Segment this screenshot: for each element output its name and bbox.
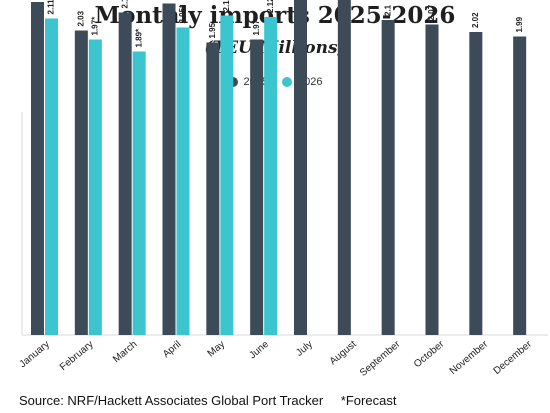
data-label-2025-march: 2.15 <box>120 0 129 9</box>
x-tick-label-march: March <box>111 339 139 365</box>
x-tick-label-december: December <box>492 338 535 377</box>
bar-2025-february <box>74 30 88 335</box>
data-label-2025-october: 2.07 <box>427 4 436 20</box>
data-label-2026-march: 1.89* <box>134 28 143 48</box>
data-label-2026-june: 2.12* <box>266 0 275 13</box>
data-label-2025-june: 1.97 <box>252 19 261 35</box>
x-tick-label-october: October <box>412 338 447 370</box>
x-tick-label-september: September <box>358 338 403 378</box>
data-label-2026-february: 1.97* <box>90 16 99 36</box>
bar-2026-february <box>88 39 102 335</box>
bar-2025-march <box>118 12 132 335</box>
data-label-2025-september: 2.1 <box>383 4 392 16</box>
x-tick-label-january: January <box>18 339 52 370</box>
data-label-2025-february: 2.03 <box>76 10 85 26</box>
bar-2026-june <box>264 17 278 335</box>
bar-2025-may <box>206 42 220 335</box>
bar-2025-june <box>250 39 264 335</box>
data-label-2026-april: 2.05* <box>178 4 187 24</box>
bar-2025-september <box>381 20 395 335</box>
bar-2025-december <box>513 36 527 335</box>
x-tick-label-april: April <box>161 339 183 360</box>
data-label-2025-may: 1.95 <box>208 22 217 38</box>
data-label-2026-may: 2.13* <box>222 0 231 12</box>
bar-2025-july <box>294 0 307 335</box>
bar-2026-january <box>45 18 58 335</box>
bar-2025-april <box>162 3 176 335</box>
bar-2025-august <box>337 0 351 335</box>
bar-2025-november <box>469 32 483 335</box>
data-label-2025-december: 1.99 <box>515 16 524 32</box>
legend-swatch-2026 <box>282 77 292 87</box>
x-tick-label-february: February <box>58 339 96 373</box>
bar-2026-april <box>176 27 190 335</box>
data-label-2026-january: 2.11* <box>47 0 56 15</box>
x-tick-label-july: July <box>294 339 315 359</box>
x-tick-label-august: August <box>328 339 359 368</box>
data-label-2025-november: 2.02 <box>471 12 480 28</box>
source-note: Source: NRF/Hackett Associates Global Po… <box>19 393 324 408</box>
bar-2026-may <box>220 15 234 335</box>
bar-2025-october <box>425 24 439 335</box>
x-tick-label-november: November <box>448 338 491 377</box>
bar-2026-march <box>132 51 146 335</box>
x-tick-label-june: June <box>247 339 271 362</box>
chart-footer: Source: NRF/Hackett Associates Global Po… <box>19 393 396 408</box>
x-tick-label-may: May <box>206 339 228 360</box>
bar-2025-january <box>31 1 44 335</box>
forecast-note: *Forecast <box>340 393 397 408</box>
